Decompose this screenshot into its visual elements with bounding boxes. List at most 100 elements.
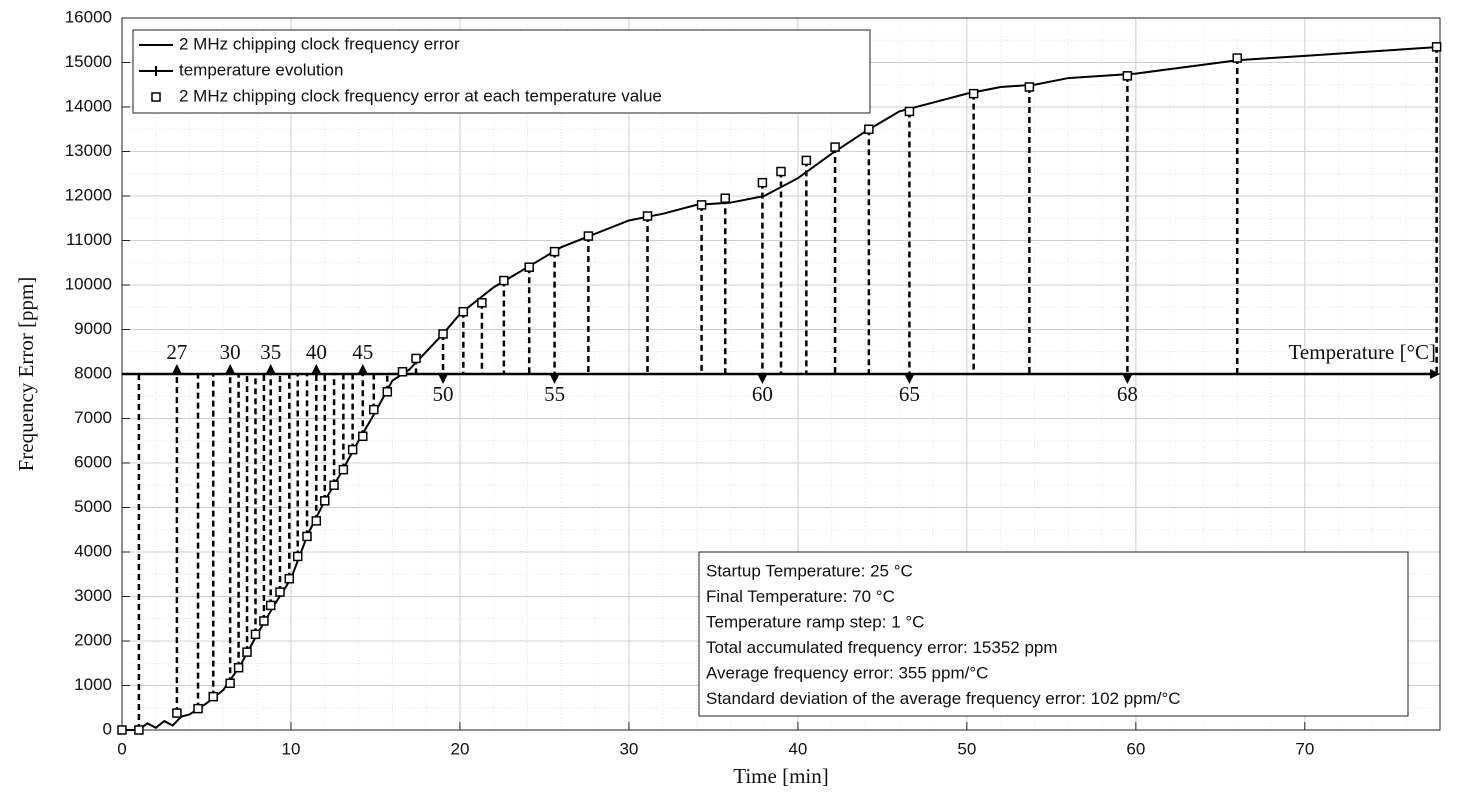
annotation-line: Average frequency error: 355 ppm/°C — [706, 663, 988, 682]
temperature-marker — [720, 193, 730, 203]
x-tick-label: 30 — [619, 739, 638, 758]
temperature-arrow — [904, 374, 915, 384]
temperature-arrow — [549, 374, 560, 384]
temperature-tick-label: 50 — [433, 382, 454, 406]
y-tick-label: 16000 — [65, 7, 112, 26]
annotation-line: Startup Temperature: 25 °C — [706, 561, 913, 580]
temperature-marker — [311, 516, 322, 526]
y-tick-label: 14000 — [65, 96, 112, 115]
y-tick-label: 15000 — [65, 52, 112, 71]
temperature-marker — [225, 678, 235, 689]
temperature-marker — [347, 444, 358, 455]
x-tick-label: 70 — [1295, 739, 1314, 758]
temperature-marker — [284, 573, 295, 584]
y-axis-label: Frequency Error [ppm] — [14, 277, 38, 472]
x-tick-label: 0 — [117, 739, 126, 758]
y-tick-label: 5000 — [74, 497, 112, 516]
temperature-axis-arrow — [1430, 369, 1440, 379]
y-tick-label: 1000 — [74, 675, 112, 694]
temperature-arrow — [757, 374, 768, 384]
temperature-marker — [524, 262, 534, 272]
temperature-arrow — [171, 364, 182, 374]
temperature-marker — [397, 367, 408, 377]
temperature-marker — [329, 480, 339, 490]
temperature-marker — [382, 387, 393, 397]
legend-swatch-marker — [151, 66, 161, 76]
temperature-tick-label: 65 — [899, 382, 920, 406]
temperature-tick-label: 35 — [260, 340, 281, 364]
temperature-marker — [438, 329, 448, 339]
y-tick-label: 9000 — [74, 319, 112, 338]
x-tick-label: 10 — [282, 739, 301, 758]
temperature-marker — [864, 124, 874, 134]
x-tick-label: 20 — [450, 739, 469, 758]
temperature-marker — [275, 587, 285, 597]
x-tick-label: 40 — [788, 739, 807, 758]
temperature-marker — [477, 298, 487, 308]
x-tick-label: 50 — [957, 739, 976, 758]
y-tick-label: 13000 — [65, 141, 112, 160]
temperature-tick-label: 55 — [544, 382, 565, 406]
temperature-marker — [499, 275, 509, 286]
legend-label: 2 MHz chipping clock frequency error — [179, 34, 460, 53]
y-tick-label: 6000 — [74, 452, 112, 471]
temperature-marker — [320, 496, 330, 506]
y-tick-label: 2000 — [74, 630, 112, 649]
x-axis-label: Time [min] — [733, 764, 828, 788]
temperature-marker — [458, 306, 469, 317]
temperature-marker — [117, 725, 127, 735]
x-tick-label: 60 — [1126, 739, 1145, 758]
temperature-marker — [259, 616, 269, 626]
y-tick-label: 10000 — [65, 274, 112, 293]
annotation-line: Standard deviation of the average freque… — [706, 689, 1181, 708]
temperature-tick-label: 40 — [306, 340, 327, 364]
temperature-marker — [801, 155, 812, 166]
annotation-box — [698, 551, 1409, 717]
temperature-marker — [776, 166, 786, 177]
temperature-arrow — [311, 364, 322, 374]
y-tick-label: 4000 — [74, 541, 112, 560]
temperature-arrow — [357, 364, 368, 374]
temperature-marker — [1122, 71, 1133, 81]
temperature-marker — [233, 662, 244, 673]
temperature-marker — [1024, 82, 1035, 92]
legend-label: temperature evolution — [179, 60, 343, 79]
temperature-tick-label: 45 — [352, 340, 373, 364]
temperature-marker — [968, 88, 979, 99]
temperature-tick-label: 60 — [752, 382, 773, 406]
y-tick-label: 11000 — [66, 230, 112, 249]
legend-swatch — [151, 92, 161, 102]
annotation-line: Total accumulated frequency error: 15352… — [706, 638, 1058, 657]
temperature-marker — [1232, 53, 1242, 63]
y-tick-label: 0 — [103, 719, 112, 738]
y-tick-label: 12000 — [65, 185, 112, 204]
temperature-marker — [642, 211, 653, 221]
y-tick-label: 7000 — [74, 408, 112, 427]
temperature-marker — [411, 353, 421, 364]
temperature-marker — [369, 404, 379, 415]
temperature-marker — [338, 464, 349, 475]
temperature-arrow — [225, 364, 236, 374]
temperature-arrow — [438, 374, 449, 384]
temperature-marker — [757, 177, 768, 188]
temperature-marker — [134, 725, 144, 735]
temperature-marker — [242, 647, 252, 657]
temperature-marker — [1431, 42, 1442, 52]
annotation-line: Temperature ramp step: 1 °C — [706, 612, 924, 631]
temperature-marker — [358, 431, 368, 442]
temperature-tick-label: 27 — [166, 340, 187, 364]
temperature-marker — [904, 106, 915, 117]
temperature-marker — [265, 600, 276, 611]
temperature-marker — [549, 246, 560, 257]
temperature-marker — [583, 231, 594, 241]
y-tick-label: 8000 — [74, 363, 112, 382]
legend-label: 2 MHz chipping clock frequency error at … — [179, 86, 662, 105]
temperature-marker — [208, 691, 218, 702]
temperature-arrow — [265, 364, 276, 374]
temperature-arrow — [1122, 374, 1133, 384]
temperature-axis-label: Temperature [°C] — [1289, 340, 1436, 364]
y-tick-label: 3000 — [74, 586, 112, 605]
temperature-marker — [696, 200, 707, 210]
temperature-marker — [302, 531, 312, 542]
